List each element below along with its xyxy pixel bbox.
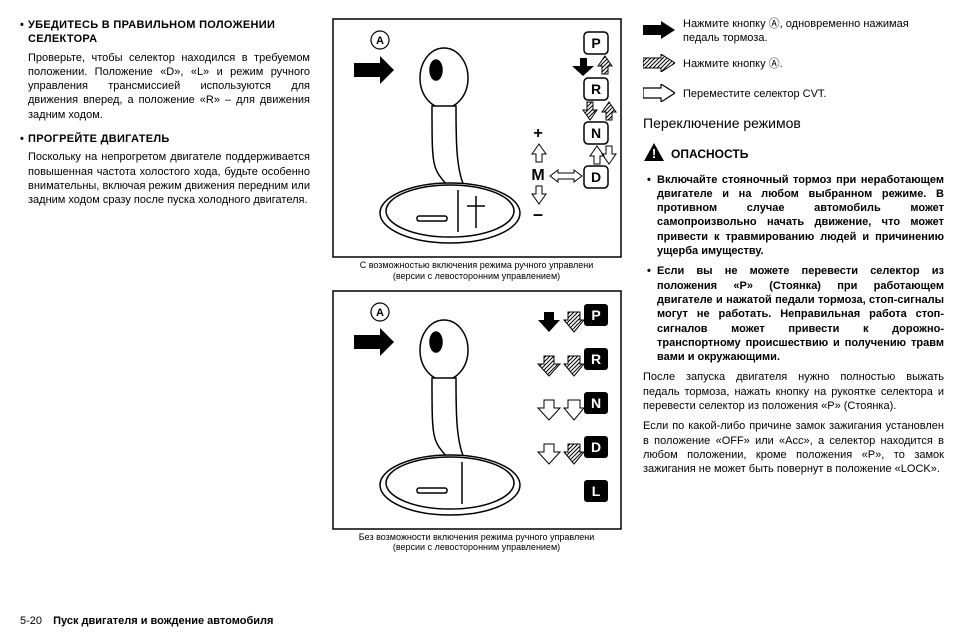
bullet-1-body: Проверьте, чтобы селектор находился в тр… [28, 51, 310, 122]
figure-1: A P [324, 18, 629, 258]
svg-text:P: P [591, 35, 600, 51]
warning-header: ! ОПАСНОСТЬ [643, 142, 944, 166]
page-footer: 5-20 Пуск двигателя и вождение автомобил… [20, 614, 273, 628]
legend-1: Нажмите кнопку Ⓐ, одновременно нажимая п… [643, 18, 944, 46]
left-column: • УБЕДИТЕСЬ В ПРАВИЛЬНОМ ПОЛОЖЕНИИ СЕЛЕК… [20, 18, 310, 561]
svg-text:R: R [590, 81, 600, 97]
legend-1-text: Нажмите кнопку Ⓐ, одновременно нажимая п… [683, 18, 944, 46]
svg-text:D: D [590, 439, 600, 455]
svg-text:R: R [590, 351, 600, 367]
svg-text:P: P [591, 307, 600, 323]
caption-1a: С возможностью включения режима ручного … [360, 260, 594, 270]
warning-item-1: Включайте стояночный тормоз при неработа… [647, 173, 944, 259]
caption-1b: (версии с левосторонним управлением) [393, 271, 560, 281]
bullet-dot: • [20, 132, 28, 146]
bullet-1-title: УБЕДИТЕСЬ В ПРАВИЛЬНОМ ПОЛОЖЕНИИ СЕЛЕКТО… [28, 18, 310, 47]
paragraph-1: После запуска двигателя нужно полностью … [643, 370, 944, 413]
svg-text:N: N [590, 125, 600, 141]
caption-2: Без возможности включения режима ручного… [324, 532, 629, 554]
bullet-1: • УБЕДИТЕСЬ В ПРАВИЛЬНОМ ПОЛОЖЕНИИ СЕЛЕК… [20, 18, 310, 122]
bullet-2: • ПРОГРЕЙТЕ ДВИГАТЕЛЬ Поскольку на непро… [20, 132, 310, 207]
svg-text:–: – [532, 204, 542, 224]
page-number: 5-20 [20, 615, 42, 627]
paragraph-2: Если по какой-либо причине замок зажиган… [643, 419, 944, 476]
gear-diagram-manual: A P [332, 18, 622, 258]
bullet-2-title: ПРОГРЕЙТЕ ДВИГАТЕЛЬ [28, 132, 170, 146]
warning-item-2: Если вы не можете перевести селектор из … [647, 264, 944, 364]
svg-text:L: L [591, 483, 600, 499]
svg-text:A: A [376, 307, 384, 319]
footer-title: Пуск двигателя и вождение автомобиля [53, 615, 273, 627]
warning-list: Включайте стояночный тормоз при неработа… [647, 173, 944, 365]
svg-text:!: ! [652, 146, 656, 161]
svg-text:D: D [590, 169, 600, 185]
caption-2a: Без возможности включения режима ручного… [359, 532, 595, 542]
svg-text:A: A [376, 35, 384, 47]
hatched-arrow-icon [643, 54, 675, 76]
legend-2: Нажмите кнопку Ⓐ. [643, 54, 944, 76]
svg-text:+: + [533, 125, 542, 142]
outline-arrow-icon [643, 84, 675, 106]
middle-column: A P [324, 18, 629, 561]
warning-title: ОПАСНОСТЬ [671, 147, 748, 163]
section-title: Переключение режимов [643, 114, 944, 132]
solid-arrow-icon [643, 21, 675, 43]
svg-text:M: M [531, 167, 544, 184]
figure-2: A P R N D [324, 290, 629, 530]
warning-icon: ! [643, 142, 665, 166]
legend-3: Переместите селектор CVT. [643, 84, 944, 106]
bullet-dot: • [20, 18, 28, 47]
gear-diagram-no-manual: A P R N D [332, 290, 622, 530]
caption-1: С возможностью включения режима ручного … [324, 260, 629, 282]
legend-2-text: Нажмите кнопку Ⓐ. [683, 58, 783, 72]
bullet-2-body: Поскольку на непрогретом двигателе подде… [28, 150, 310, 207]
svg-text:N: N [590, 395, 600, 411]
page: • УБЕДИТЕСЬ В ПРАВИЛЬНОМ ПОЛОЖЕНИИ СЕЛЕК… [0, 0, 954, 561]
right-column: Нажмите кнопку Ⓐ, одновременно нажимая п… [643, 18, 944, 561]
legend-3-text: Переместите селектор CVT. [683, 88, 826, 102]
caption-2b: (версии с левосторонним управлением) [393, 542, 560, 552]
